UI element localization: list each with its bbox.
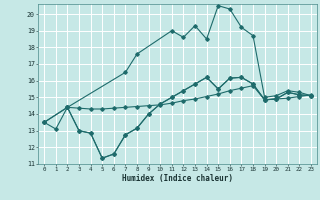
X-axis label: Humidex (Indice chaleur): Humidex (Indice chaleur) — [122, 174, 233, 183]
